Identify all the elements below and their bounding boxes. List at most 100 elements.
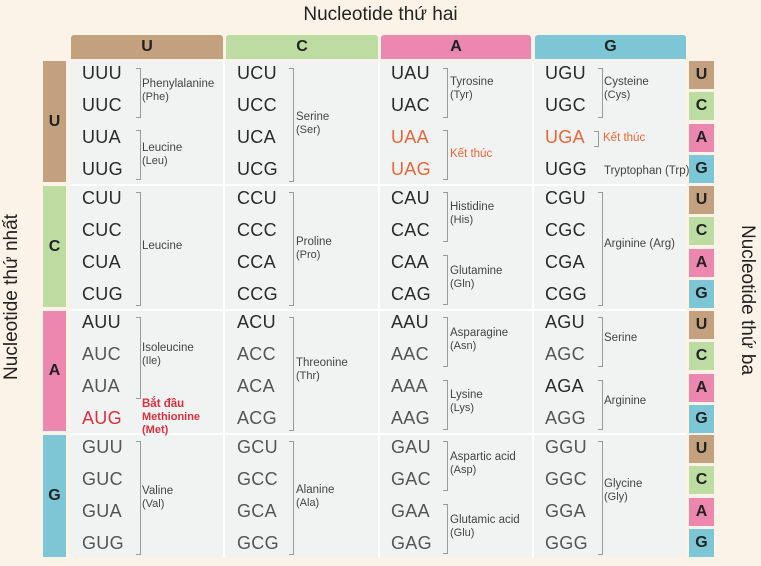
codon-aac: AAC: [391, 344, 429, 364]
third-base-a-2: A: [689, 248, 714, 277]
codon-ccg: CCG: [237, 284, 278, 304]
codon-ucc: UCC: [237, 95, 277, 115]
codon-aua: AUA: [82, 376, 120, 396]
codon-uac: UAC: [391, 95, 430, 115]
codon-table: [70, 61, 686, 557]
codon-guc: GUC: [82, 469, 123, 489]
codon-uua: UUA: [82, 127, 121, 147]
codon-aug: AUG: [82, 408, 122, 428]
amino-ala: Alanine (Ala): [296, 484, 335, 509]
third-base-g-2: G: [689, 279, 714, 308]
amino-asn: Asparagine (Asn): [450, 327, 509, 352]
amino-leu-1: Leucine (Leu): [142, 142, 183, 167]
amino-trp: Tryptophan (Trp): [604, 165, 690, 177]
codon-aau: AAU: [391, 312, 429, 332]
codon-auc: AUC: [82, 344, 121, 364]
amino-arg-2: Arginine: [604, 395, 647, 407]
third-base-c-4: C: [689, 466, 714, 495]
codon-ggg: GGG: [545, 533, 588, 553]
amino-gly: Glycine (Gly): [604, 478, 643, 503]
third-base-g-1: G: [689, 154, 714, 183]
amino-gln: Glutamine (Gln): [450, 265, 503, 290]
amino-tyr: Tyrosine (Tyr): [450, 76, 494, 101]
codon-agg: AGG: [545, 408, 586, 428]
codon-ccc: CCC: [237, 220, 277, 240]
codon-acg: ACG: [237, 408, 277, 428]
col-head-g: G: [535, 35, 686, 59]
third-base-a-1: A: [689, 123, 714, 152]
codon-cac: CAC: [391, 220, 430, 240]
row-head-u: U: [43, 61, 66, 182]
amino-phe: Phenylalanine (Phe): [142, 78, 215, 103]
amino-glu: Glutamic acid (Glu): [450, 514, 520, 539]
amino-ser-2: Serine: [604, 332, 638, 344]
third-base-c-3: C: [689, 342, 714, 371]
third-base-c-2: C: [689, 217, 714, 246]
amino-his: Histidine (His): [450, 201, 495, 226]
second-nucleotide-title: Nucleotide thứ hai: [303, 4, 458, 25]
codon-uuc: UUC: [82, 95, 122, 115]
codon-ucu: UCU: [237, 63, 277, 83]
amino-ser: Serine (Ser): [296, 111, 330, 136]
codon-cau: CAU: [391, 188, 430, 208]
amino-arg-1: Arginine (Arg): [604, 238, 675, 250]
codon-auu: AUU: [82, 312, 121, 332]
row-head-a: A: [43, 311, 66, 431]
codon-ggc: GGC: [545, 469, 587, 489]
codon-cuc: CUC: [82, 220, 122, 240]
codon-gga: GGA: [545, 501, 586, 521]
codon-gug: GUG: [82, 533, 124, 553]
third-base-u-3: U: [689, 311, 714, 339]
codon-guu: GUU: [82, 437, 123, 457]
codon-uga: UGA: [545, 127, 585, 147]
codon-aag: AAG: [391, 408, 430, 428]
codon-cgu: CGU: [545, 188, 586, 208]
codon-ggu: GGU: [545, 437, 587, 457]
third-base-c-1: C: [689, 92, 714, 121]
codon-ugg: UGG: [545, 159, 587, 179]
codon-cua: CUA: [82, 252, 121, 272]
amino-cys: Cysteine (Cys): [604, 76, 649, 101]
codon-uuu: UUU: [82, 63, 122, 83]
codon-uag: UAG: [391, 159, 431, 179]
col-head-c: C: [226, 35, 378, 59]
codon-acc: ACC: [237, 344, 276, 364]
codon-uaa: UAA: [391, 127, 429, 147]
first-nucleotide-label: Nucleotide thứ nhất: [1, 214, 22, 380]
codon-gaa: GAA: [391, 501, 430, 521]
third-base-g-4: G: [689, 528, 714, 557]
third-base-a-4: A: [689, 497, 714, 526]
third-nucleotide-label: Nucleotide thứ ba: [737, 224, 758, 376]
codon-ucg: UCG: [237, 159, 278, 179]
codon-cca: CCA: [237, 252, 276, 272]
codon-cuu: CUU: [82, 188, 122, 208]
codon-uug: UUG: [82, 159, 123, 179]
codon-agu: AGU: [545, 312, 585, 332]
codon-gca: GCA: [237, 501, 277, 521]
amino-asp: Aspartic acid (Asp): [450, 451, 516, 476]
codon-aca: ACA: [237, 376, 275, 396]
codon-caa: CAA: [391, 252, 429, 272]
col-head-u: U: [71, 35, 223, 59]
codon-gac: GAC: [391, 469, 431, 489]
codon-agc: AGC: [545, 344, 585, 364]
codon-gua: GUA: [82, 501, 122, 521]
third-base-a-3: A: [689, 373, 714, 402]
codon-ugc: UGC: [545, 95, 586, 115]
codon-ugu: UGU: [545, 63, 586, 83]
amino-ile: Isoleucine (Ile): [142, 342, 194, 367]
third-base-g-3: G: [689, 404, 714, 433]
codon-uca: UCA: [237, 127, 276, 147]
codon-gcu: GCU: [237, 437, 278, 457]
codon-cug: CUG: [82, 284, 123, 304]
codon-ccu: CCU: [237, 188, 277, 208]
amino-val: Valine (Val): [142, 485, 174, 510]
amino-thr: Threonine (Thr): [296, 357, 348, 382]
codon-acu: ACU: [237, 312, 276, 332]
col-head-a: A: [381, 35, 531, 59]
codon-gag: GAG: [391, 533, 432, 553]
codon-gcg: GCG: [237, 533, 279, 553]
row-head-g: G: [43, 435, 66, 557]
codon-cgg: CGG: [545, 284, 587, 304]
codon-cag: CAG: [391, 284, 431, 304]
